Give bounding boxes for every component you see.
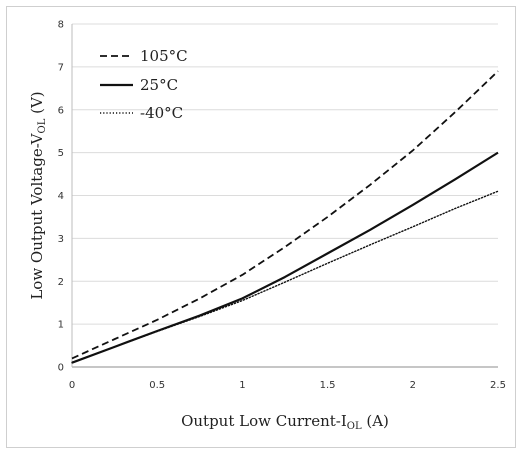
- axes: 0 1 2 3 4 5 6 7 8 0 0.5 1 1.5 2 2.5: [58, 20, 506, 392]
- y-tick-label: 3: [58, 234, 64, 245]
- legend-label-minus40c: -40°C: [140, 104, 183, 122]
- y-axis-title: Low Output Voltage-VOL (V): [28, 91, 48, 299]
- y-tick-label: 8: [58, 20, 64, 31]
- x-axis-title-unit: (A): [362, 412, 389, 430]
- x-tick-label: 1.5: [320, 380, 336, 391]
- series-line-0: [71, 70, 499, 360]
- y-axis-title-unit: (V): [28, 91, 46, 118]
- x-tick-label: 1: [239, 380, 245, 391]
- y-tick-label: 2: [58, 277, 64, 288]
- x-tick-label: 2.5: [490, 380, 506, 391]
- series-line-1: [71, 151, 499, 364]
- x-axis-title: Output Low Current-IOL (A): [181, 412, 389, 432]
- grid-lines: [72, 23, 498, 325]
- x-axis-title-sub: OL: [347, 421, 362, 432]
- x-tick-label: 0: [69, 380, 75, 391]
- y-tick-label: 0: [58, 363, 64, 374]
- legend-label-105c: 105°C: [140, 47, 188, 65]
- chart-frame: [6, 6, 516, 448]
- y-tick-label: 6: [58, 105, 64, 116]
- y-tick-label: 5: [58, 148, 64, 159]
- y-tick-label: 7: [58, 62, 64, 73]
- x-tick-label: 2: [410, 380, 416, 391]
- y-axis-title-sub: OL: [37, 118, 48, 133]
- series-lines: [71, 70, 499, 364]
- x-axis-title-main: Output Low Current-I: [181, 412, 347, 430]
- y-tick-label: 4: [58, 191, 64, 202]
- y-tick-label: 1: [58, 320, 64, 331]
- legend-label-25c: 25°C: [140, 76, 178, 94]
- x-tick-label: 0.5: [149, 380, 165, 391]
- y-axis-title-main: Low Output Voltage-V: [28, 132, 46, 299]
- legend: 105°C 25°C -40°C: [100, 47, 188, 122]
- series-line-2: [71, 190, 499, 364]
